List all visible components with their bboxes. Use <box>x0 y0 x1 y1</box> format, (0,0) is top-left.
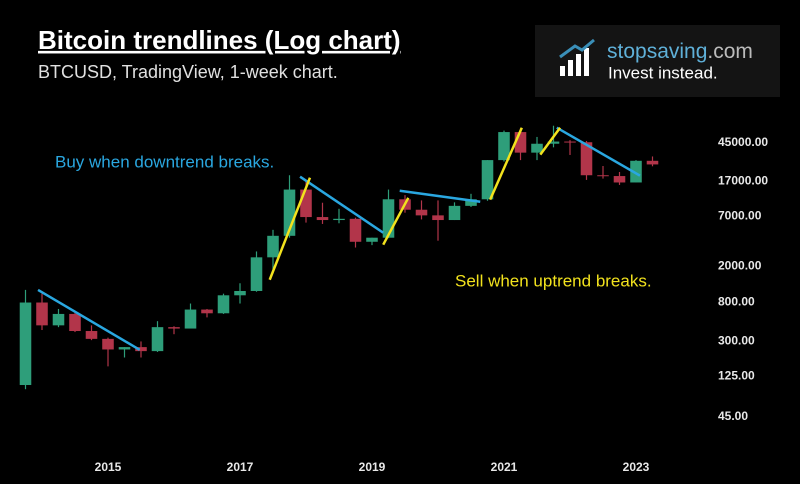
candle-body <box>432 215 444 221</box>
logo-text: stopsaving.com <box>607 40 753 63</box>
candle-body <box>168 327 180 329</box>
y-tick-label: 300.00 <box>718 334 755 348</box>
uptrend-line <box>539 126 562 156</box>
candle-body <box>151 327 164 352</box>
candle-body <box>366 237 378 242</box>
candle-body <box>514 132 527 153</box>
x-tick-label: 2023 <box>623 460 650 474</box>
logo-icon <box>560 66 565 76</box>
candle-body <box>300 189 312 218</box>
candle-body <box>646 160 659 165</box>
downtrend-line <box>299 175 384 234</box>
uptrend-line <box>488 127 523 201</box>
y-tick-label: 45.00 <box>718 409 748 423</box>
y-tick-label: 125.00 <box>718 368 755 382</box>
downtrend-line <box>37 288 141 351</box>
candle-body <box>19 302 32 386</box>
y-tick-label: 2000.00 <box>718 258 762 272</box>
y-tick-label: 800.00 <box>718 295 755 309</box>
logo-name: stopsaving <box>607 40 707 63</box>
candle-body <box>465 199 477 206</box>
candle-body <box>382 199 395 238</box>
candle-body <box>580 142 593 176</box>
candle-body <box>234 290 246 296</box>
y-tick-label: 7000.00 <box>718 209 762 223</box>
logo-domain: .com <box>707 40 753 63</box>
chart-title: Bitcoin trendlines (Log chart) <box>38 25 401 55</box>
annotation: Buy when downtrend breaks. <box>55 152 274 171</box>
candle-body <box>481 160 494 200</box>
candle-body <box>333 218 345 221</box>
uptrend-line <box>382 197 410 246</box>
y-tick-label: 45000.00 <box>718 135 768 149</box>
logo-icon <box>568 60 573 76</box>
candle-body <box>283 189 296 236</box>
candle-body <box>267 235 279 258</box>
candle-body <box>531 143 543 153</box>
chart-subtitle: BTCUSD, TradingView, 1-week chart. <box>38 62 338 82</box>
logo-tagline: Invest instead. <box>608 63 718 82</box>
candle-body <box>415 209 428 216</box>
candle-body <box>135 347 147 352</box>
candle-body <box>184 309 197 329</box>
candle-body <box>52 313 65 326</box>
logo: stopsaving.com Invest instead. <box>535 25 780 97</box>
downtrend-line <box>399 189 481 203</box>
logo-icon <box>559 38 595 59</box>
logo-icon <box>584 48 589 76</box>
uptrend-line <box>268 177 312 281</box>
downtrend-line <box>556 126 641 177</box>
annotation: Sell when uptrend breaks. <box>455 271 652 290</box>
candle-body <box>349 218 362 242</box>
candle-body <box>85 331 98 339</box>
candle-body <box>217 295 230 314</box>
candle-body <box>630 160 642 183</box>
y-tick-label: 17000.00 <box>718 173 768 187</box>
candle-body <box>613 176 626 183</box>
logo-icon <box>576 54 581 76</box>
candle-body <box>597 175 609 177</box>
logo-box <box>535 25 780 97</box>
x-tick-label: 2015 <box>95 460 122 474</box>
candle-body <box>201 309 213 314</box>
candle-body <box>36 302 48 326</box>
candle-body <box>547 141 560 144</box>
x-tick-label: 2019 <box>359 460 386 474</box>
x-tick-label: 2017 <box>227 460 254 474</box>
candle-body <box>250 257 263 291</box>
candle-body <box>498 132 510 161</box>
x-tick-label: 2021 <box>491 460 518 474</box>
candle-body <box>69 313 81 332</box>
candle-body <box>316 217 329 221</box>
candle-body <box>102 338 114 350</box>
candle-body <box>118 347 131 350</box>
candle-body <box>448 205 461 221</box>
candle-body <box>564 141 576 143</box>
